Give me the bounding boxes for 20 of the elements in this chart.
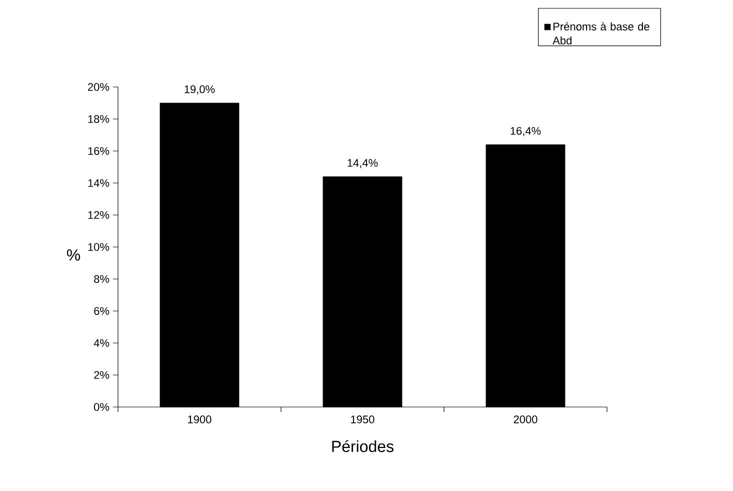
data-label: 14,4% bbox=[348, 159, 378, 168]
y-tick-label: 12% bbox=[88, 211, 110, 219]
data-label: 16,4% bbox=[510, 126, 541, 136]
y-tick-label: 16% bbox=[88, 147, 110, 155]
y-tick-label: 6% bbox=[94, 307, 110, 315]
y-tick-label: 4% bbox=[94, 339, 110, 347]
y-tick-label: 10% bbox=[88, 243, 110, 251]
x-tick-label: 1900 bbox=[188, 416, 212, 424]
y-axis-title: % bbox=[66, 249, 80, 261]
x-tick-label: 2000 bbox=[514, 416, 538, 424]
y-tick-label: 14% bbox=[88, 179, 110, 187]
y-tick-label: 2% bbox=[94, 371, 110, 379]
y-tick-label: 8% bbox=[94, 275, 110, 283]
legend-label: Prénoms à base de Abd bbox=[552, 22, 650, 44]
x-axis-title: Périodes bbox=[332, 440, 394, 452]
data-label: 19,0% bbox=[184, 85, 215, 94]
x-tick-label: 1950 bbox=[351, 416, 374, 424]
y-tick-label: 0% bbox=[94, 403, 110, 411]
y-tick-label: 18% bbox=[88, 115, 110, 123]
y-tick-label: 20% bbox=[88, 83, 110, 91]
